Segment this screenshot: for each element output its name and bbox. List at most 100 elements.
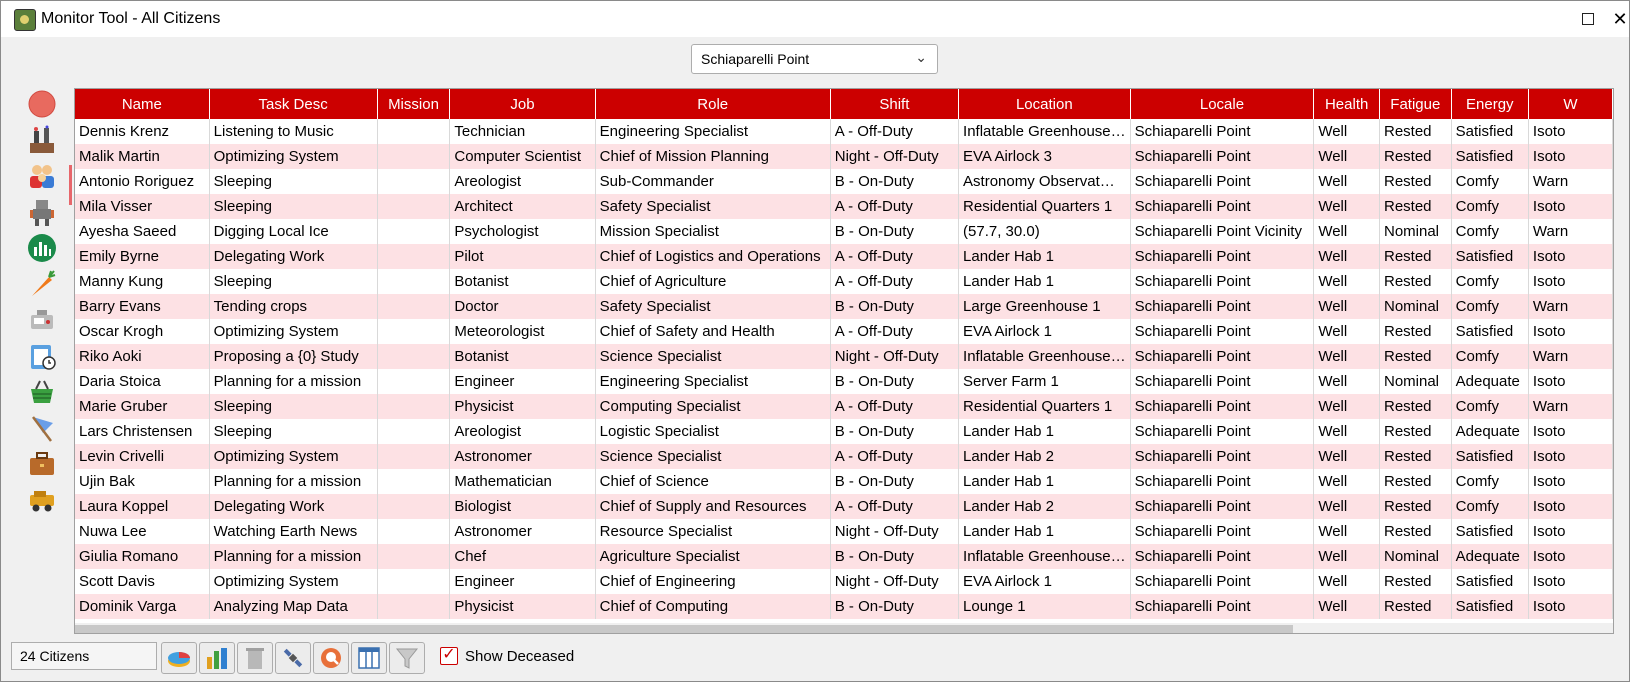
robots-icon[interactable] [27,197,57,227]
pie-chart-button[interactable] [161,642,197,674]
horizontal-scrollbar[interactable] [75,623,1613,633]
citizens-table[interactable]: Name Task Desc Mission Job Role Shift Location… [74,88,1614,634]
missions-icon[interactable] [27,413,57,443]
table-row[interactable]: Riko Aoki Proposing a {0} Study Botanist Sc… [75,344,1613,369]
table-cell: Isoto [1528,569,1613,594]
column-header[interactable]: W [1528,89,1613,119]
table-row[interactable]: Malik Martin Optimizing System Computer Sc… [75,144,1613,169]
column-header[interactable]: Job [449,89,596,119]
table-row[interactable]: Lars Christensen Sleeping Areologist Logist… [75,419,1613,444]
table-row[interactable]: Ayesha Saeed Digging Local Ice Psychologis… [75,219,1613,244]
table-row[interactable]: Barry Evans Tending crops Doctor Safety Spe… [75,294,1613,319]
filter-button[interactable] [389,642,425,674]
table-cell: Analyzing Map Data [209,594,378,619]
citizens-icon[interactable] [27,161,57,191]
column-header[interactable]: Health [1313,89,1380,119]
column-header[interactable]: Shift [830,89,960,119]
table-row[interactable]: Dominik Varga Analyzing Map Data Physicist… [75,594,1613,619]
table-cell: Satisfied [1451,119,1529,144]
column-header[interactable]: Role [595,89,831,119]
table-cell: Nominal [1379,219,1452,244]
table-row[interactable]: Marie Gruber Sleeping Physicist Computing S… [75,394,1613,419]
table-row[interactable]: Antonio Roriguez Sleeping Areologist Sub-Co… [75,169,1613,194]
settlement-icon[interactable] [27,89,57,119]
close-button[interactable]: ✕ [1612,9,1628,29]
show-deceased-checkbox[interactable]: ✓ [440,647,458,665]
table-row[interactable]: Scott Davis Optimizing System Engineer Chie… [75,569,1613,594]
table-row[interactable]: Dennis Krenz Listening to Music Technician… [75,119,1613,144]
jobs-icon[interactable] [27,449,57,479]
table-cell: Lander Hab 2 [958,444,1131,469]
table-cell [377,169,451,194]
table-cell: Well [1313,494,1380,519]
table-cell: Inflatable Greenhouse… [958,119,1131,144]
column-header[interactable]: Locale [1130,89,1315,119]
table-cell: Satisfied [1451,319,1529,344]
table-cell: Doctor [449,294,596,319]
table-row[interactable]: Ujin Bak Planning for a mission Mathematic… [75,469,1613,494]
column-header[interactable]: Task Desc [209,89,378,119]
table-cell: Rested [1379,594,1452,619]
table-cell [377,269,451,294]
table-cell [377,519,451,544]
table-cell: A - Off-Duty [830,119,960,144]
table-cell: Comfy [1451,294,1529,319]
food-icon[interactable] [27,269,57,299]
table-row[interactable]: Oscar Krogh Optimizing System Meteorologis… [75,319,1613,344]
table-cell: Planning for a mission [209,544,378,569]
table-cell: Pilot [449,244,596,269]
buildings-icon[interactable] [27,125,57,155]
table-row[interactable]: Manny Kung Sleeping Botanist Chief of Agric… [75,269,1613,294]
table-cell: Server Farm 1 [958,369,1131,394]
table-cell: Comfy [1451,394,1529,419]
table-row[interactable]: Giulia Romano Planning for a mission Chef A… [75,544,1613,569]
table-cell: Warn [1528,394,1613,419]
table-cell: Chief of Engineering [595,569,831,594]
table-cell: Resource Specialist [595,519,831,544]
filter-icon [395,648,419,669]
table-row[interactable]: Laura Koppel Delegating Work Biologist Chie… [75,494,1613,519]
horizontal-scrollbar-thumb[interactable] [75,625,1293,633]
trade-icon[interactable] [27,377,57,407]
power-icon[interactable] [27,233,57,263]
vehicles-icon[interactable] [27,485,57,515]
table-cell: Nominal [1379,294,1452,319]
table-cell: Delegating Work [209,244,378,269]
table-row[interactable]: Mila Visser Sleeping Architect Safety Speci… [75,194,1613,219]
table-row[interactable]: Nuwa Lee Watching Earth News Astronomer Res… [75,519,1613,544]
settlement-dropdown[interactable]: Schiaparelli Point ⌄ [691,44,938,74]
search-button[interactable] [313,642,349,674]
column-header[interactable]: Name [75,89,210,119]
table-cell: Mathematician [449,469,596,494]
delete-button[interactable] [237,642,273,674]
table-row[interactable]: Emily Byrne Delegating Work Pilot Chief of … [75,244,1613,269]
table-cell: Isoto [1528,144,1613,169]
schedule-icon[interactable] [27,341,57,371]
table-cell: Well [1313,544,1380,569]
bar-chart-button[interactable] [199,642,235,674]
table-cell: Schiaparelli Point [1130,369,1315,394]
table-cell: Schiaparelli Point [1130,594,1315,619]
table-cell: Well [1313,144,1380,169]
column-header[interactable]: Fatigue [1379,89,1452,119]
table-cell: Comfy [1451,169,1529,194]
table-cell: Computer Scientist [449,144,596,169]
column-header[interactable]: Mission [377,89,451,119]
title-bar: Monitor Tool - All Citizens ✕ [1,1,1629,37]
search-icon [321,648,341,668]
table-row[interactable]: Daria Stoica Planning for a mission Engine… [75,369,1613,394]
column-header[interactable]: Location [958,89,1131,119]
table-cell: Areologist [449,419,596,444]
table-cell: Well [1313,569,1380,594]
table-cell: Meteorologist [449,319,596,344]
bar-chart-icon [207,648,227,669]
columns-button[interactable] [351,642,387,674]
satellite-button[interactable] [275,642,311,674]
table-row[interactable]: Levin Crivelli Optimizing System Astronome… [75,444,1613,469]
table-cell: B - On-Duty [830,369,960,394]
bots-icon[interactable] [27,305,57,335]
maximize-button[interactable] [1577,9,1599,29]
column-header[interactable]: Energy [1451,89,1529,119]
bottom-toolbar: 24 Citizens ✓ Show Deceased [9,642,1609,676]
